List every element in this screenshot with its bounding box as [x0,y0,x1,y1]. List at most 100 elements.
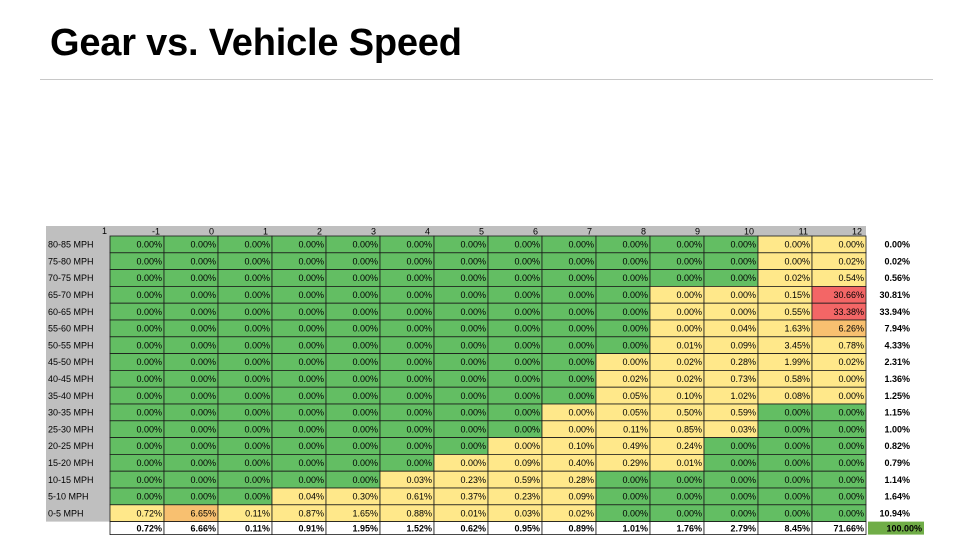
cell-value: 0.00% [136,391,162,401]
cell-value: 0.05% [622,408,648,418]
row-label-10: 30-35 MPH [48,408,94,418]
cell-value: 0.00% [622,324,648,334]
cell-value: 0.00% [676,240,702,250]
cell-value: 0.54% [838,273,864,283]
cell-value: 0.88% [406,508,432,518]
cell-value: 0.00% [298,240,324,250]
cell-value: 0.00% [136,424,162,434]
cell-value: 0.00% [136,240,162,250]
cell-value: 0.00% [514,324,540,334]
cell-value: 0.00% [676,324,702,334]
cell-value: 0.00% [460,458,486,468]
cell-value: 0.72% [136,508,162,518]
cell-value: 0.28% [568,475,594,485]
cell-value: 0.00% [136,307,162,317]
cell-value: 0.00% [136,492,162,502]
cell-value: 0.00% [406,240,432,250]
cell-value: 0.00% [622,508,648,518]
cell-value: 0.00% [514,340,540,350]
column-total-8: 0.89% [568,523,594,533]
cell-value: 0.00% [406,324,432,334]
cell-value: 1.63% [784,324,810,334]
column-total-9: 1.01% [622,523,648,533]
cell-value: 0.00% [406,374,432,384]
column-total-2: 0.11% [245,523,270,533]
cell-value: 0.00% [838,508,864,518]
cell-value: 0.00% [190,475,216,485]
cell-value: 0.00% [676,290,702,300]
row-label-11: 25-30 MPH [48,424,94,434]
row-label-7: 45-50 MPH [48,357,94,367]
row-label-6: 50-55 MPH [48,340,94,350]
cell-value: 0.00% [784,458,810,468]
cell-value: 0.00% [730,492,756,502]
header-row-bg [46,226,866,236]
column-total-4: 1.95% [352,523,378,533]
cell-value: 0.00% [838,441,864,451]
cell-value: 0.23% [514,492,540,502]
cell-value: 0.00% [568,273,594,283]
cell-value: 0.00% [298,307,324,317]
cell-value: 0.00% [190,391,216,401]
cell-value: 0.00% [244,340,270,350]
cell-value: 1.99% [784,357,810,367]
cell-value: 0.05% [622,391,648,401]
cell-value: 0.09% [514,458,540,468]
row-total-8: 1.36% [884,374,910,384]
row-total-9: 1.25% [884,391,910,401]
cell-value: 0.00% [514,240,540,250]
cell-value: 0.00% [514,374,540,384]
page-title: Gear vs. Vehicle Speed [50,22,462,64]
title-divider [40,79,933,80]
cell-value: 0.00% [460,340,486,350]
cell-value: 0.28% [730,357,756,367]
cell-value: 0.00% [298,324,324,334]
cell-value: 0.00% [136,340,162,350]
cell-value: 0.01% [460,508,486,518]
cell-value: 0.59% [514,475,540,485]
cell-value: 0.02% [838,256,864,266]
cell-value: 0.55% [784,307,810,317]
cell-value: 0.03% [406,475,432,485]
cell-value: 0.30% [352,492,378,502]
row-total-13: 0.79% [884,458,910,468]
cell-value: 6.65% [190,508,216,518]
column-total-3: 0.91% [298,523,324,533]
row-label-bg [46,236,110,522]
cell-value: 0.00% [622,307,648,317]
cell-value: 0.00% [784,441,810,451]
cell-value: 1.02% [730,391,756,401]
cell-value: 0.73% [730,374,756,384]
cell-value: 30.66% [833,290,864,300]
cell-value: 0.00% [190,290,216,300]
row-label-9: 35-40 MPH [48,391,94,401]
cell-value: 0.24% [676,441,702,451]
column-header-9: 8 [641,227,646,237]
row-label-15: 5-10 MPH [48,492,89,502]
cell-value: 0.00% [568,391,594,401]
cell-value: 0.00% [298,424,324,434]
cell-value: 0.00% [298,340,324,350]
row-label-14: 10-15 MPH [48,475,94,485]
column-header-5: 4 [425,227,430,237]
cell-value: 0.04% [298,492,324,502]
cell-value: 0.00% [190,458,216,468]
cell-value: 0.00% [406,391,432,401]
cell-value: 0.00% [784,240,810,250]
cell-value: 0.00% [352,374,378,384]
cell-value: 0.00% [190,408,216,418]
cell-value: 0.04% [730,324,756,334]
column-header-12: 11 [799,227,808,237]
cell-value: 0.87% [298,508,324,518]
row-total-7: 2.31% [884,357,910,367]
cell-value: 0.00% [406,256,432,266]
cell-value: 0.00% [406,307,432,317]
cell-value: 0.00% [460,256,486,266]
column-total-6: 0.62% [460,523,486,533]
column-header-10: 9 [695,227,700,237]
column-header-0: -1 [152,227,160,237]
cell-value: 0.00% [568,408,594,418]
cell-value: 0.00% [352,357,378,367]
row-total-4: 33.94% [879,307,910,317]
cell-value: 0.00% [352,240,378,250]
